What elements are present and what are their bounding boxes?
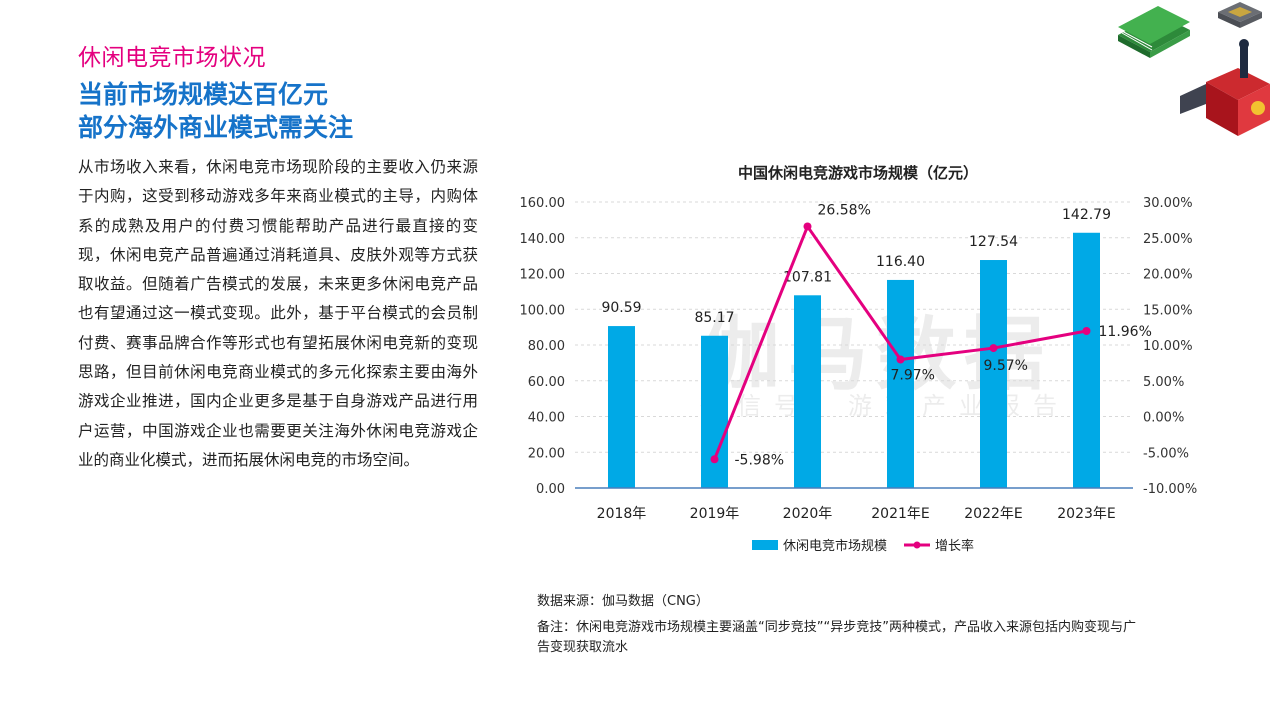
y-right-tick-label: 25.00% — [1143, 232, 1193, 247]
y-left-tick-label: 0.00 — [536, 482, 565, 497]
y-left-tick-label: 60.00 — [528, 375, 565, 390]
x-tick-label: 2023年E — [1057, 506, 1115, 522]
bar — [1073, 232, 1100, 488]
legend-bar-label: 休闲电竞市场规模 — [783, 538, 887, 554]
growth-point — [896, 355, 905, 364]
y-left-tick-label: 140.00 — [520, 232, 566, 247]
x-tick-label: 2019年 — [690, 506, 740, 522]
y-left-tick-label: 160.00 — [520, 196, 566, 211]
legend-bar-swatch — [752, 540, 778, 550]
growth-value-label: 11.96% — [1099, 324, 1152, 340]
y-left-tick-label: 20.00 — [528, 446, 565, 461]
x-tick-label: 2021年E — [871, 506, 929, 522]
y-right-tick-label: 20.00% — [1143, 268, 1193, 283]
legend-line-marker — [913, 541, 921, 549]
bar-value-label: 85.17 — [694, 310, 734, 326]
headline: 当前市场规模达百亿元 部分海外商业模式需关注 — [78, 78, 353, 144]
legend-line-label: 增长率 — [935, 538, 974, 554]
growth-value-label: -5.98% — [735, 452, 785, 468]
y-right-tick-label: 10.00% — [1143, 339, 1193, 354]
y-right-tick-label: 15.00% — [1143, 303, 1193, 318]
y-left-tick-label: 40.00 — [528, 411, 565, 426]
growth-value-label: 9.57% — [984, 358, 1028, 374]
growth-point — [803, 222, 812, 231]
headline-line-1: 当前市场规模达百亿元 — [78, 80, 329, 109]
x-tick-label: 2020年 — [783, 506, 833, 522]
bar-value-label: 107.81 — [783, 269, 832, 285]
y-left-tick-label: 100.00 — [520, 303, 566, 318]
growth-point — [1082, 326, 1091, 335]
section-tag: 休闲电竞市场状况 — [78, 45, 266, 71]
bar — [887, 279, 914, 488]
y-right-tick-label: 0.00% — [1143, 411, 1184, 426]
bar — [794, 295, 821, 488]
data-source: 数据来源：伽马数据（CNG） — [537, 594, 709, 609]
headline-line-2: 部分海外商业模式需关注 — [78, 113, 354, 142]
y-right-tick-label: -5.00% — [1143, 446, 1189, 461]
bar — [701, 335, 728, 488]
y-left-tick-label: 120.00 — [520, 268, 566, 283]
bar-value-label: 90.59 — [601, 300, 641, 316]
bar — [980, 260, 1007, 488]
growth-value-label: 26.58% — [818, 202, 871, 218]
growth-value-label: 7.97% — [891, 368, 935, 384]
chart-title: 中国休闲电竞游戏市场规模（亿元） — [738, 164, 978, 182]
growth-point — [710, 455, 719, 464]
y-right-tick-label: 30.00% — [1143, 196, 1193, 211]
remark-note: 备注：休闲电竞游戏市场规模主要涵盖“同步竞技”“异步竞技”两种模式，产品收入来源… — [537, 620, 1136, 655]
bar — [608, 326, 635, 488]
y-right-tick-label: -10.00% — [1143, 482, 1197, 497]
bar-value-label: 142.79 — [1062, 207, 1111, 223]
isometric-decoration-illustration — [1118, 2, 1270, 136]
bar-value-label: 127.54 — [969, 234, 1018, 250]
x-tick-label: 2022年E — [964, 506, 1022, 522]
y-left-tick-label: 80.00 — [528, 339, 565, 354]
x-tick-label: 2018年 — [597, 506, 647, 522]
growth-point — [989, 344, 998, 353]
body-paragraph: 从市场收入来看，休闲电竞市场现阶段的主要收入仍来源于内购，这受到移动游戏多年来商… — [78, 158, 478, 469]
y-right-tick-label: 5.00% — [1143, 375, 1184, 390]
chart-notes: 数据来源：伽马数据（CNG） 备注：休闲电竞游戏市场规模主要涵盖“同步竞技”“异… — [537, 592, 1137, 658]
bar-value-label: 116.40 — [876, 254, 925, 270]
market-size-chart: 中国休闲电竞游戏市场规模（亿元） 0.00 20.00 40.00 60.00 80.00… — [520, 164, 1198, 554]
